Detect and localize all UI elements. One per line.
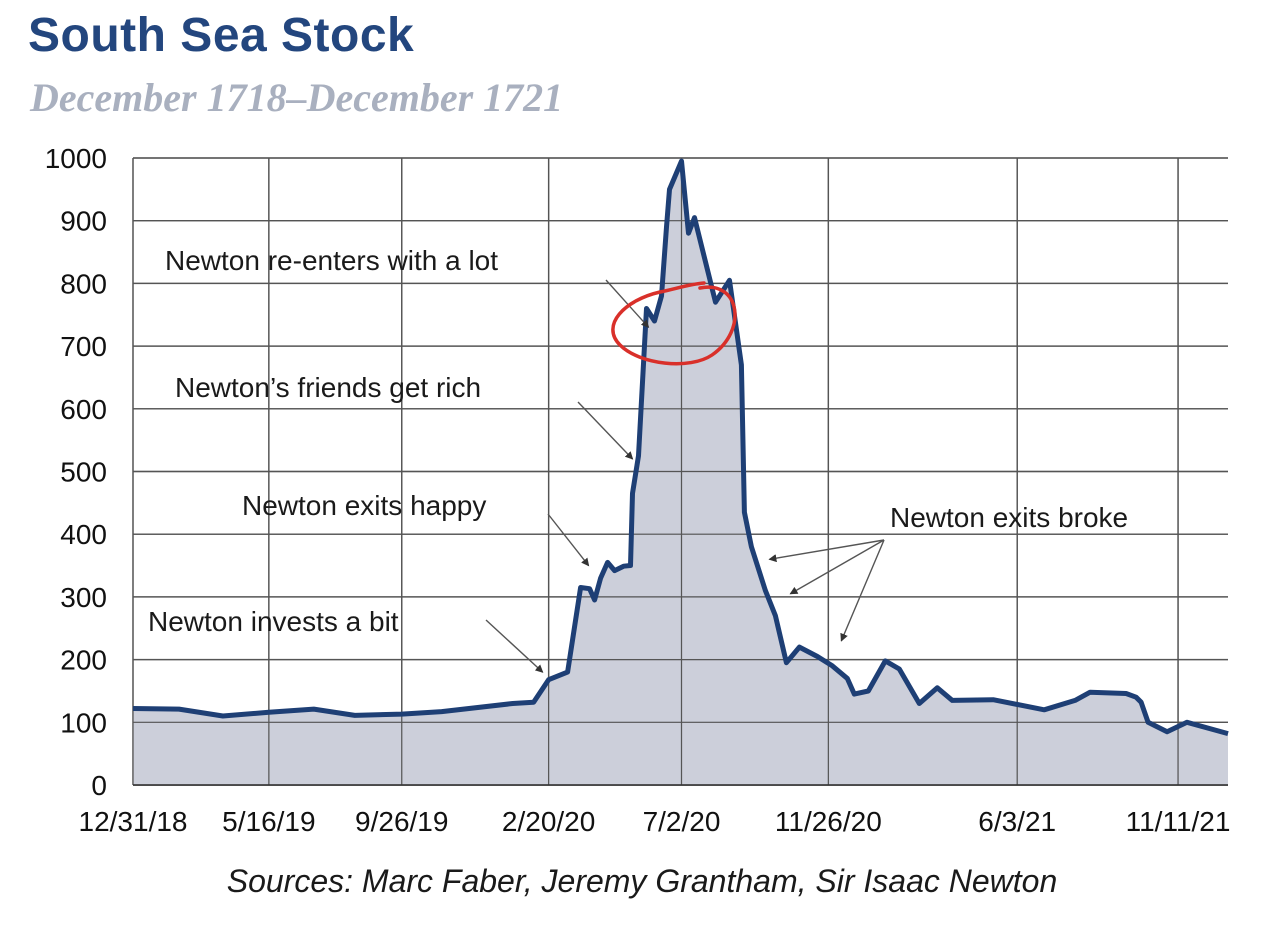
y-tick-label: 0 — [91, 770, 107, 801]
x-tick-label: 7/2/20 — [643, 806, 721, 837]
x-tick-label: 5/16/19 — [222, 806, 315, 837]
annotation-arrow — [577, 401, 634, 460]
annotation-arrow — [768, 539, 885, 563]
chart-source: Sources: Marc Faber, Jeremy Grantham, Si… — [227, 863, 1058, 899]
area-fill — [133, 161, 1228, 786]
annotation-arrow — [547, 513, 590, 567]
annotation-arrow — [840, 539, 885, 642]
y-tick-label: 500 — [60, 457, 107, 488]
y-tick-label: 100 — [60, 707, 107, 738]
y-tick-label: 800 — [60, 268, 107, 299]
annotation-arrow — [605, 279, 650, 329]
annotations: Newton re-enters with a lot Newton’s fri… — [148, 245, 1128, 673]
annotation-arrow — [789, 539, 885, 595]
series-line — [132, 158, 1229, 737]
x-tick-label: 6/3/21 — [978, 806, 1056, 837]
plot-area — [132, 157, 1229, 786]
y-tick-label: 700 — [60, 331, 107, 362]
chart-subtitle: December 1718–December 1721 — [30, 75, 564, 120]
y-tick-label: 600 — [60, 394, 107, 425]
y-tick-label: 400 — [60, 519, 107, 550]
x-tick-label: 2/20/20 — [502, 806, 595, 837]
y-tick-label: 300 — [60, 582, 107, 613]
y-tick-label: 200 — [60, 645, 107, 676]
x-tick-label: 12/31/18 — [79, 806, 188, 837]
annotation-arrow — [485, 619, 544, 673]
y-tick-label: 900 — [60, 206, 107, 237]
annotation-reenters-label: Newton re-enters with a lot — [165, 245, 498, 276]
annotation-invests-label: Newton invests a bit — [148, 606, 399, 637]
highlight-circle — [611, 281, 737, 366]
chart-title: South Sea Stock — [28, 9, 415, 62]
x-tick-label: 11/11/21 — [1126, 806, 1231, 837]
annotation-friends-label: Newton’s friends get rich — [175, 372, 481, 403]
axes: 0 100 200 300 400 500 600 700 800 900 1000 12/31/18… — [45, 143, 1231, 837]
annotation-exits-broke-label: Newton exits broke — [890, 502, 1128, 533]
x-tick-label: 9/26/19 — [355, 806, 448, 837]
annotation-exits-happy-label: Newton exits happy — [242, 490, 486, 521]
y-tick-label: 1000 — [45, 143, 107, 174]
x-tick-label: 11/26/20 — [775, 806, 882, 837]
